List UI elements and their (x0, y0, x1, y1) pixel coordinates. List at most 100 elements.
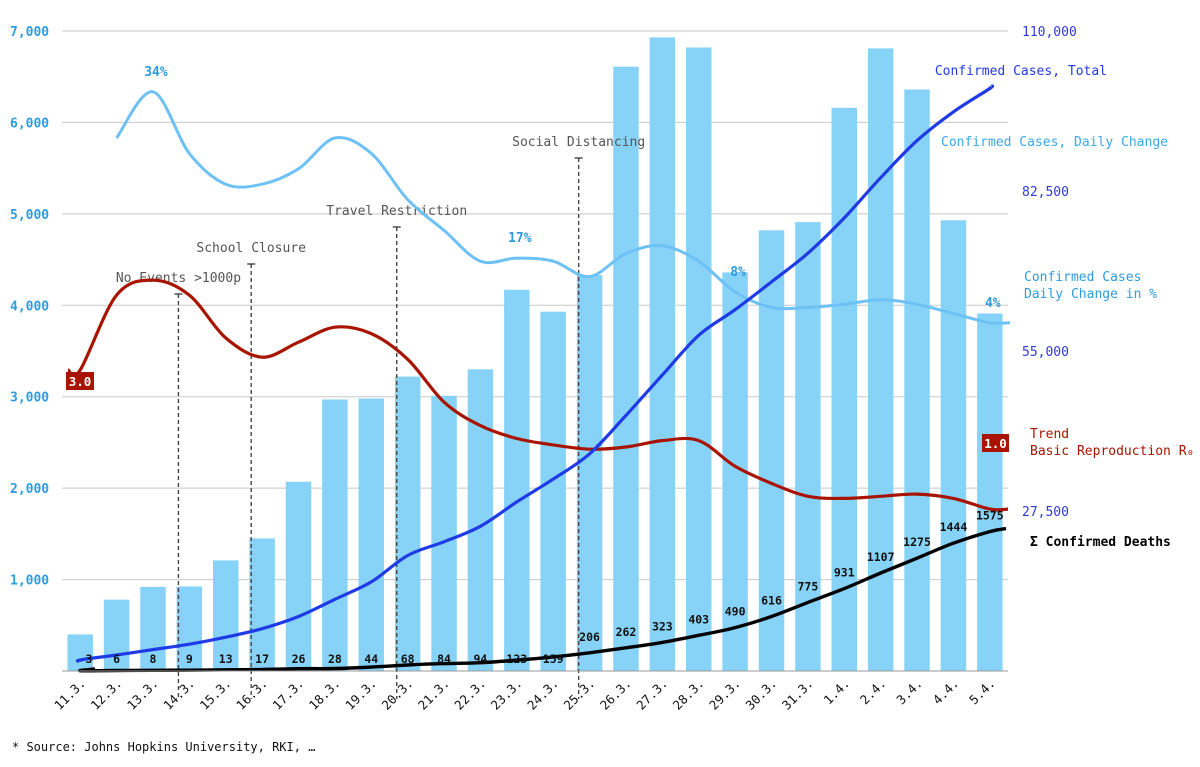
x-tick-label: 4.4. (930, 676, 962, 708)
death-count-label: 9 (186, 652, 193, 666)
y-right-tick-label: 82,500 (1022, 185, 1069, 200)
y-right-tick-label: 27,500 (1022, 505, 1069, 520)
growth-pct-annotation: 34% (144, 65, 168, 80)
event-label: Social Distancing (512, 135, 645, 150)
growth-pct-line (115, 90, 1011, 325)
bar-20.3. (394, 376, 421, 671)
bar-11.3. (67, 634, 93, 671)
death-count-label: 1575 (976, 509, 1004, 523)
x-tick-label: 25.3. (560, 676, 597, 713)
r0-end-badge: 1.0 (982, 434, 1009, 452)
bar-17.3. (285, 481, 312, 671)
y-left-tick-label: 3,000 (10, 391, 49, 406)
death-count-label: 13 (219, 652, 233, 666)
bar-23.3. (504, 289, 530, 671)
r0-end-badge-text: 1.0 (984, 436, 1007, 451)
y-right-tick-label: 110,000 (1022, 25, 1077, 40)
x-tick-label: 26.3. (597, 676, 634, 713)
x-tick-label: 12.3. (87, 676, 124, 713)
x-tick-label: 11.3. (51, 676, 88, 713)
bar-25.3. (576, 275, 603, 671)
growth-pct-annotation: 4% (985, 296, 1001, 311)
death-count-label: 1107 (867, 550, 895, 564)
x-tick-label: 29.3. (706, 676, 743, 713)
death-count-label: 931 (834, 566, 855, 580)
bar-2.4. (867, 48, 894, 671)
x-tick-label: 1.4. (820, 676, 852, 708)
y-left-tick-label: 5,000 (10, 208, 49, 223)
y-left-tick-label: 4,000 (10, 299, 49, 314)
source-note: * Source: Johns Hopkins University, RKI,… (12, 740, 316, 754)
event-label: Travel Restriction (326, 204, 467, 219)
daily-change-bars (67, 37, 1003, 672)
legend-r0-line2: Basic Reproduction R₀ (1030, 444, 1194, 459)
death-count-label: 3 (86, 652, 93, 666)
r0-start-badge-box (66, 372, 94, 390)
death-count-label: 159 (543, 652, 564, 666)
death-count-label: 26 (292, 652, 306, 666)
legend-growth-pct-line1: Confirmed Cases (1024, 270, 1141, 285)
bar-26.3. (613, 66, 639, 671)
bar-3.4. (904, 89, 930, 671)
bar-31.3. (795, 222, 821, 672)
x-tick-label: 22.3. (451, 676, 488, 713)
x-tick-label: 17.3. (269, 676, 306, 713)
death-count-label: 1275 (903, 535, 931, 549)
x-tick-label: 30.3. (742, 676, 779, 713)
y-left-tick-label: 1,000 (10, 574, 49, 589)
death-count-label: 123 (506, 652, 527, 666)
death-count-label: 206 (579, 630, 600, 644)
x-tick-label: 20.3. (379, 676, 416, 713)
y-right-tick-label: 55,000 (1022, 345, 1069, 360)
bar-1.4. (831, 107, 858, 672)
data-labels: 34%17%8%4%3.01.03 6 8 9 13 17 26 28 44 68 84 94 123 1… (66, 65, 1009, 666)
x-tick-label: 3.4. (893, 676, 925, 708)
deaths-line (77, 526, 1007, 673)
death-count-label: 323 (652, 619, 673, 633)
death-count-label: 403 (688, 612, 709, 626)
bar-27.3. (649, 37, 676, 671)
legend-deaths: Σ Confirmed Deaths (1030, 535, 1171, 550)
death-count-label: 1444 (940, 520, 968, 534)
legend-total-cases: Confirmed Cases, Total (935, 64, 1107, 79)
event-label: School Closure (196, 241, 306, 256)
r0-trend-line (67, 278, 1009, 512)
x-tick-label: 23.3. (488, 676, 525, 713)
death-count-label: 616 (761, 593, 782, 607)
r0-end-badge-box (982, 434, 1009, 452)
bar-12.3. (103, 599, 130, 671)
x-tick-label: 28.3. (670, 676, 707, 713)
event-label: No Events >1000p (116, 271, 241, 286)
total-cases-line (75, 84, 995, 664)
bar-28.3. (685, 47, 712, 671)
r0-start-badge-text: 3.0 (69, 374, 92, 389)
legend-r0-line1: Trend (1030, 427, 1069, 442)
death-count-label: 44 (364, 652, 378, 666)
x-tick-label: 15.3. (197, 676, 234, 713)
x-tick-label: 31.3. (779, 676, 816, 713)
x-tick-label: 24.3. (524, 676, 561, 713)
death-count-label: 6 (113, 652, 120, 666)
death-count-label: 17 (255, 652, 269, 666)
growth-pct-annotation: 8% (730, 265, 746, 280)
bar-16.3. (249, 538, 275, 671)
x-tick-label: 5.4. (966, 676, 998, 708)
x-tick-label: 27.3. (633, 676, 670, 713)
x-tick-label: 13.3. (124, 676, 161, 713)
series-lines (67, 84, 1011, 673)
x-tick-label: 19.3. (342, 676, 379, 713)
death-count-label: 775 (797, 579, 818, 593)
growth-pct-annotation: 17% (508, 231, 532, 246)
bar-4.4. (940, 220, 967, 671)
death-count-label: 8 (149, 652, 156, 666)
bar-24.3. (540, 311, 566, 671)
y-left-tick-label: 6,000 (10, 116, 49, 131)
series-legend: Confirmed Cases, Total Confirmed Cases, D… (935, 64, 1195, 550)
death-count-label: 94 (473, 652, 487, 666)
x-tick-label: 2.4. (857, 676, 889, 708)
legend-daily-change: Confirmed Cases, Daily Change (941, 135, 1168, 150)
bar-15.3. (212, 560, 239, 671)
bar-14.3. (176, 586, 203, 671)
death-count-label: 28 (328, 652, 342, 666)
